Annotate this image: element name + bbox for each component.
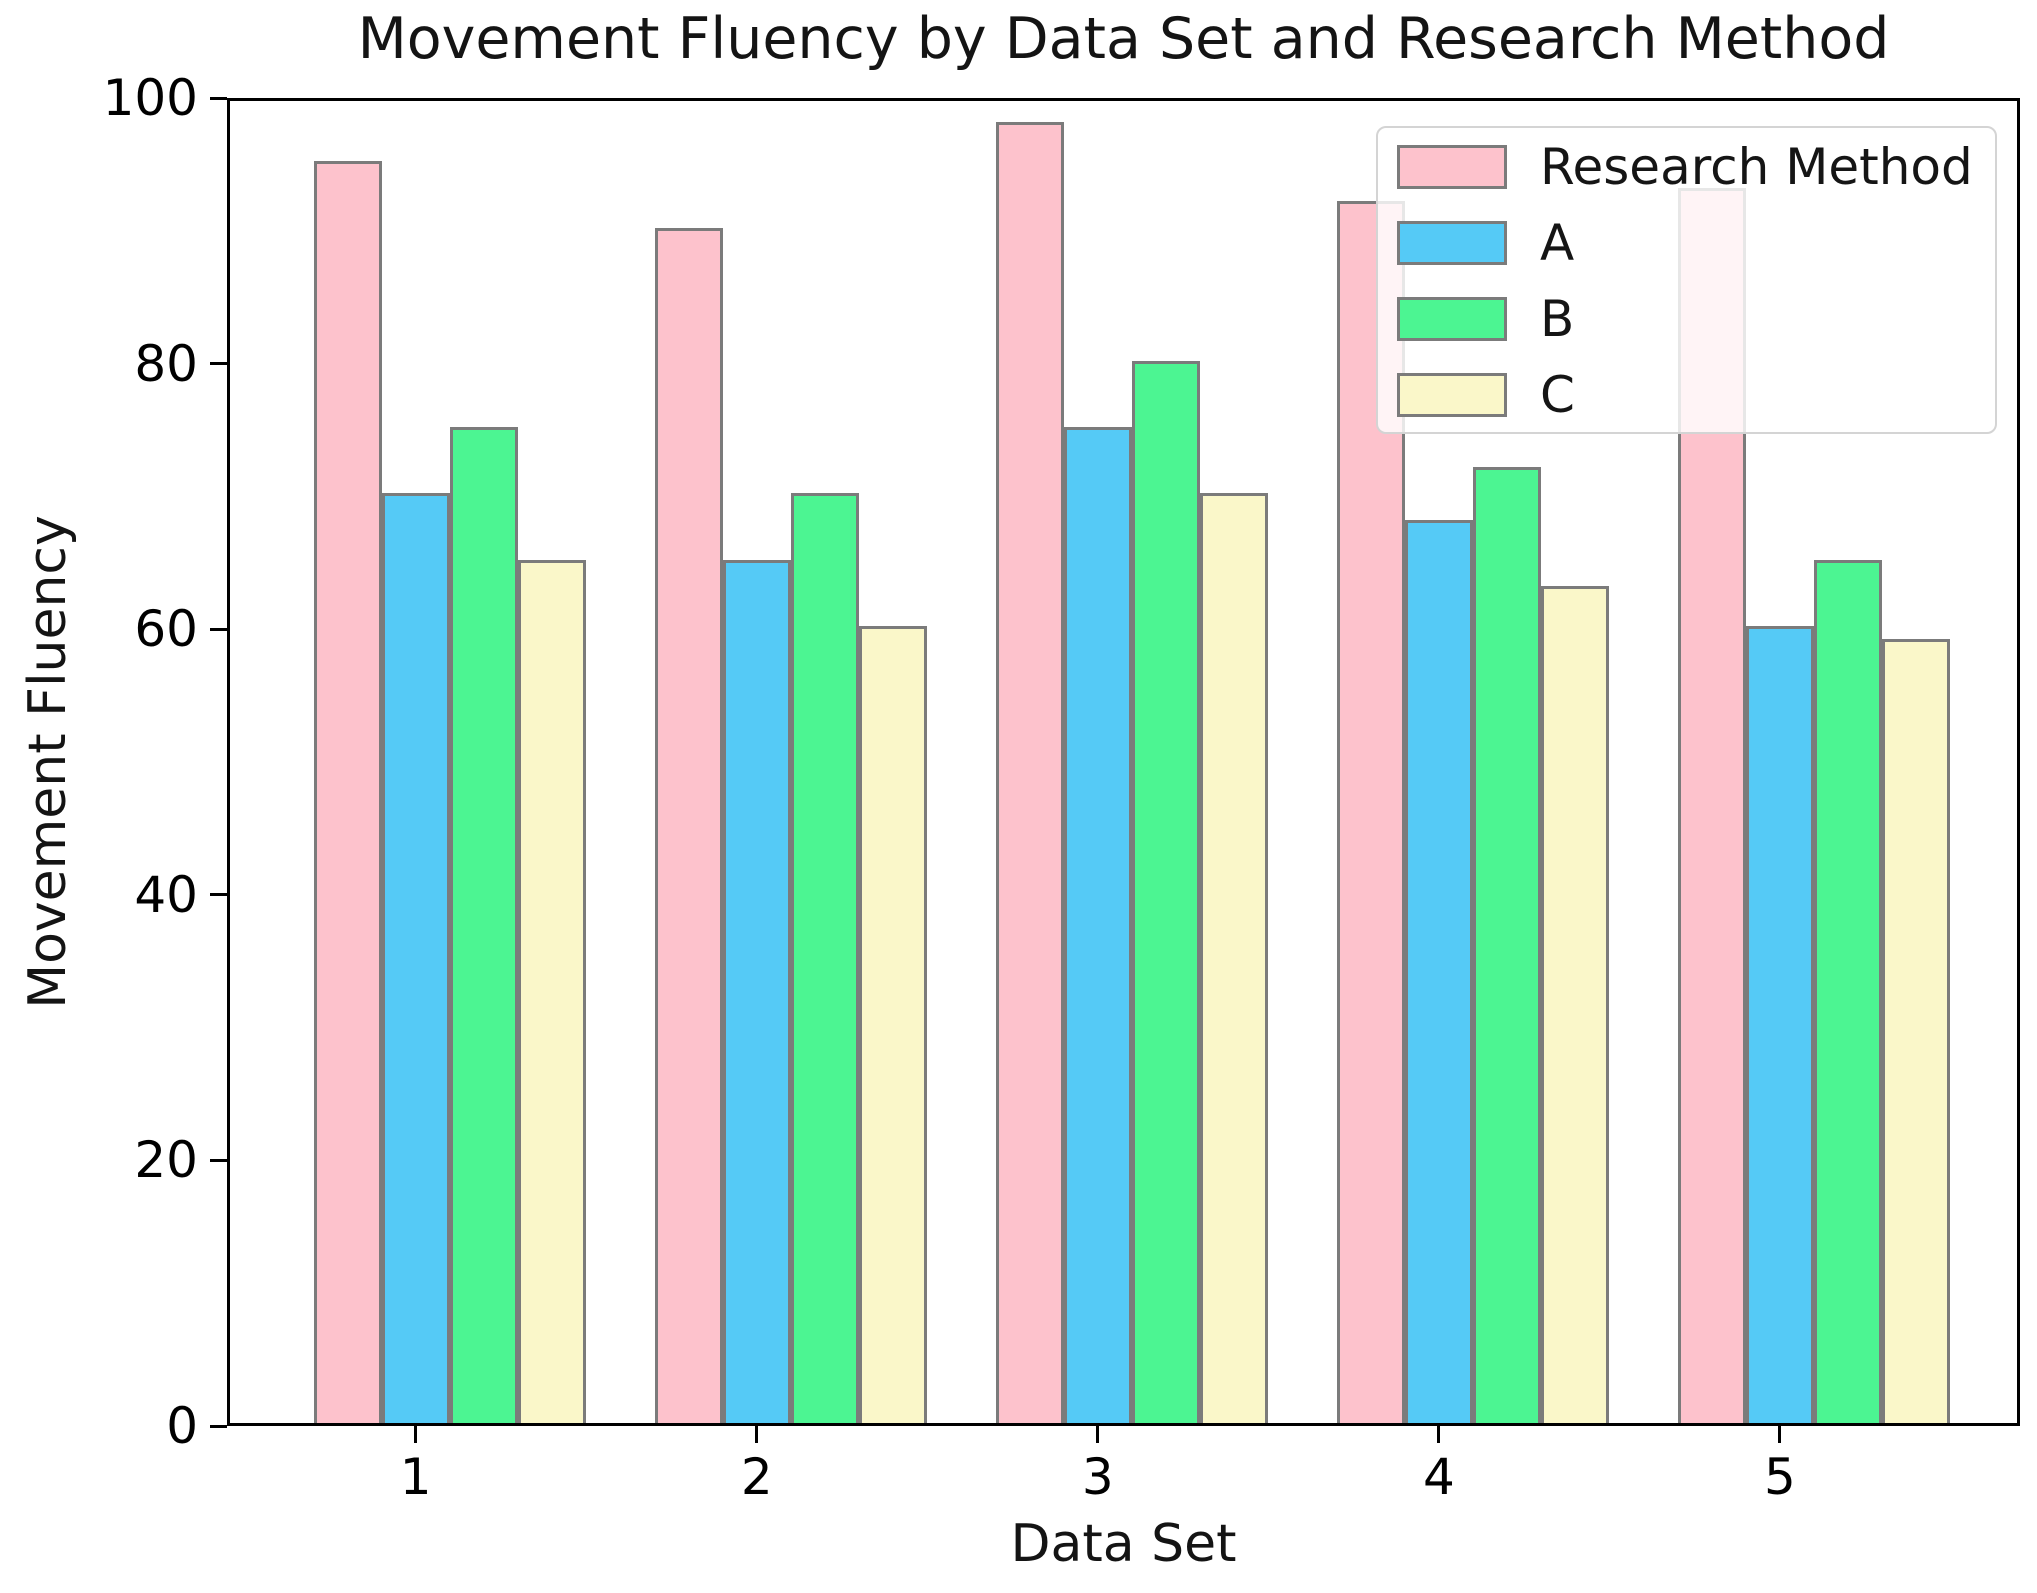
legend-label: A <box>1540 214 1575 272</box>
legend-row-c: C <box>1397 366 1977 424</box>
x-tick-mark-5 <box>1778 1426 1782 1443</box>
y-tick-label-80: 80 <box>134 334 198 393</box>
y-tick-mark-20 <box>210 1158 227 1162</box>
bar-set5-a <box>1745 626 1814 1423</box>
y-tick-label-20: 20 <box>134 1131 198 1190</box>
legend-row-b: B <box>1397 290 1977 348</box>
legend-label: C <box>1540 366 1575 424</box>
bar-set1-a <box>381 493 450 1423</box>
x-tick-mark-4 <box>1437 1426 1441 1443</box>
legend: Research Method A B C <box>1376 126 1997 434</box>
legend-swatch-icon <box>1397 297 1507 341</box>
bar-set5-b <box>1813 559 1882 1423</box>
y-tick-mark-60 <box>210 627 227 631</box>
bar-set3-b <box>1131 360 1200 1423</box>
bar-set5-c <box>1881 639 1950 1423</box>
x-tick-mark-2 <box>755 1426 759 1443</box>
y-tick-mark-0 <box>210 1424 227 1428</box>
bar-set2-a <box>722 559 791 1423</box>
y-tick-label-0: 0 <box>166 1397 198 1455</box>
bar-set1-research-method <box>313 161 382 1423</box>
y-tick-mark-40 <box>210 893 227 897</box>
legend-swatch-icon <box>1397 221 1507 265</box>
x-tick-mark-3 <box>1096 1426 1100 1443</box>
x-tick-label-5: 5 <box>1763 1448 1796 1506</box>
x-tick-mark-1 <box>414 1426 418 1443</box>
bar-set2-c <box>858 626 927 1423</box>
y-tick-label-60: 60 <box>134 600 198 659</box>
bar-set4-c <box>1540 586 1609 1423</box>
bar-set3-a <box>1063 427 1132 1423</box>
x-tick-label-2: 2 <box>740 1448 773 1506</box>
bar-set1-c <box>517 559 586 1423</box>
y-tick-mark-80 <box>210 362 227 366</box>
x-axis-label: Data Set <box>1010 1514 1237 1574</box>
bar-set4-a <box>1404 519 1473 1423</box>
y-axis-label: Movement Fluency <box>18 515 78 1009</box>
legend-row-research-method: Research Method <box>1397 138 1977 196</box>
legend-swatch-icon <box>1397 145 1507 189</box>
bar-set2-b <box>790 493 859 1423</box>
y-tick-mark-100 <box>210 96 227 100</box>
x-tick-label-3: 3 <box>1081 1448 1114 1506</box>
bar-set3-research-method <box>995 121 1064 1423</box>
bar-set1-b <box>449 427 518 1423</box>
bar-set3-c <box>1199 493 1268 1423</box>
bar-set4-b <box>1472 466 1541 1423</box>
legend-row-a: A <box>1397 214 1977 272</box>
y-tick-label-40: 40 <box>134 865 198 924</box>
y-tick-label-100: 100 <box>102 69 198 127</box>
legend-label: B <box>1540 290 1575 348</box>
x-tick-label-1: 1 <box>399 1448 432 1506</box>
legend-swatch-icon <box>1397 373 1507 417</box>
bar-set2-research-method <box>654 227 723 1423</box>
chart-title: Movement Fluency by Data Set and Researc… <box>357 6 1890 72</box>
x-tick-label-4: 4 <box>1422 1448 1455 1506</box>
legend-label: Research Method <box>1540 138 1973 196</box>
